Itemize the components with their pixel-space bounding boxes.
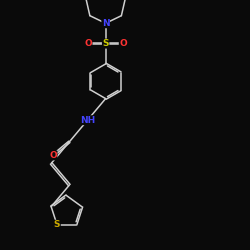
Text: S: S xyxy=(102,39,109,48)
Text: N: N xyxy=(102,19,110,28)
Text: NH: NH xyxy=(80,116,95,125)
Text: O: O xyxy=(84,39,92,48)
Text: O: O xyxy=(49,151,57,160)
Text: O: O xyxy=(119,39,127,48)
Text: S: S xyxy=(54,220,60,229)
